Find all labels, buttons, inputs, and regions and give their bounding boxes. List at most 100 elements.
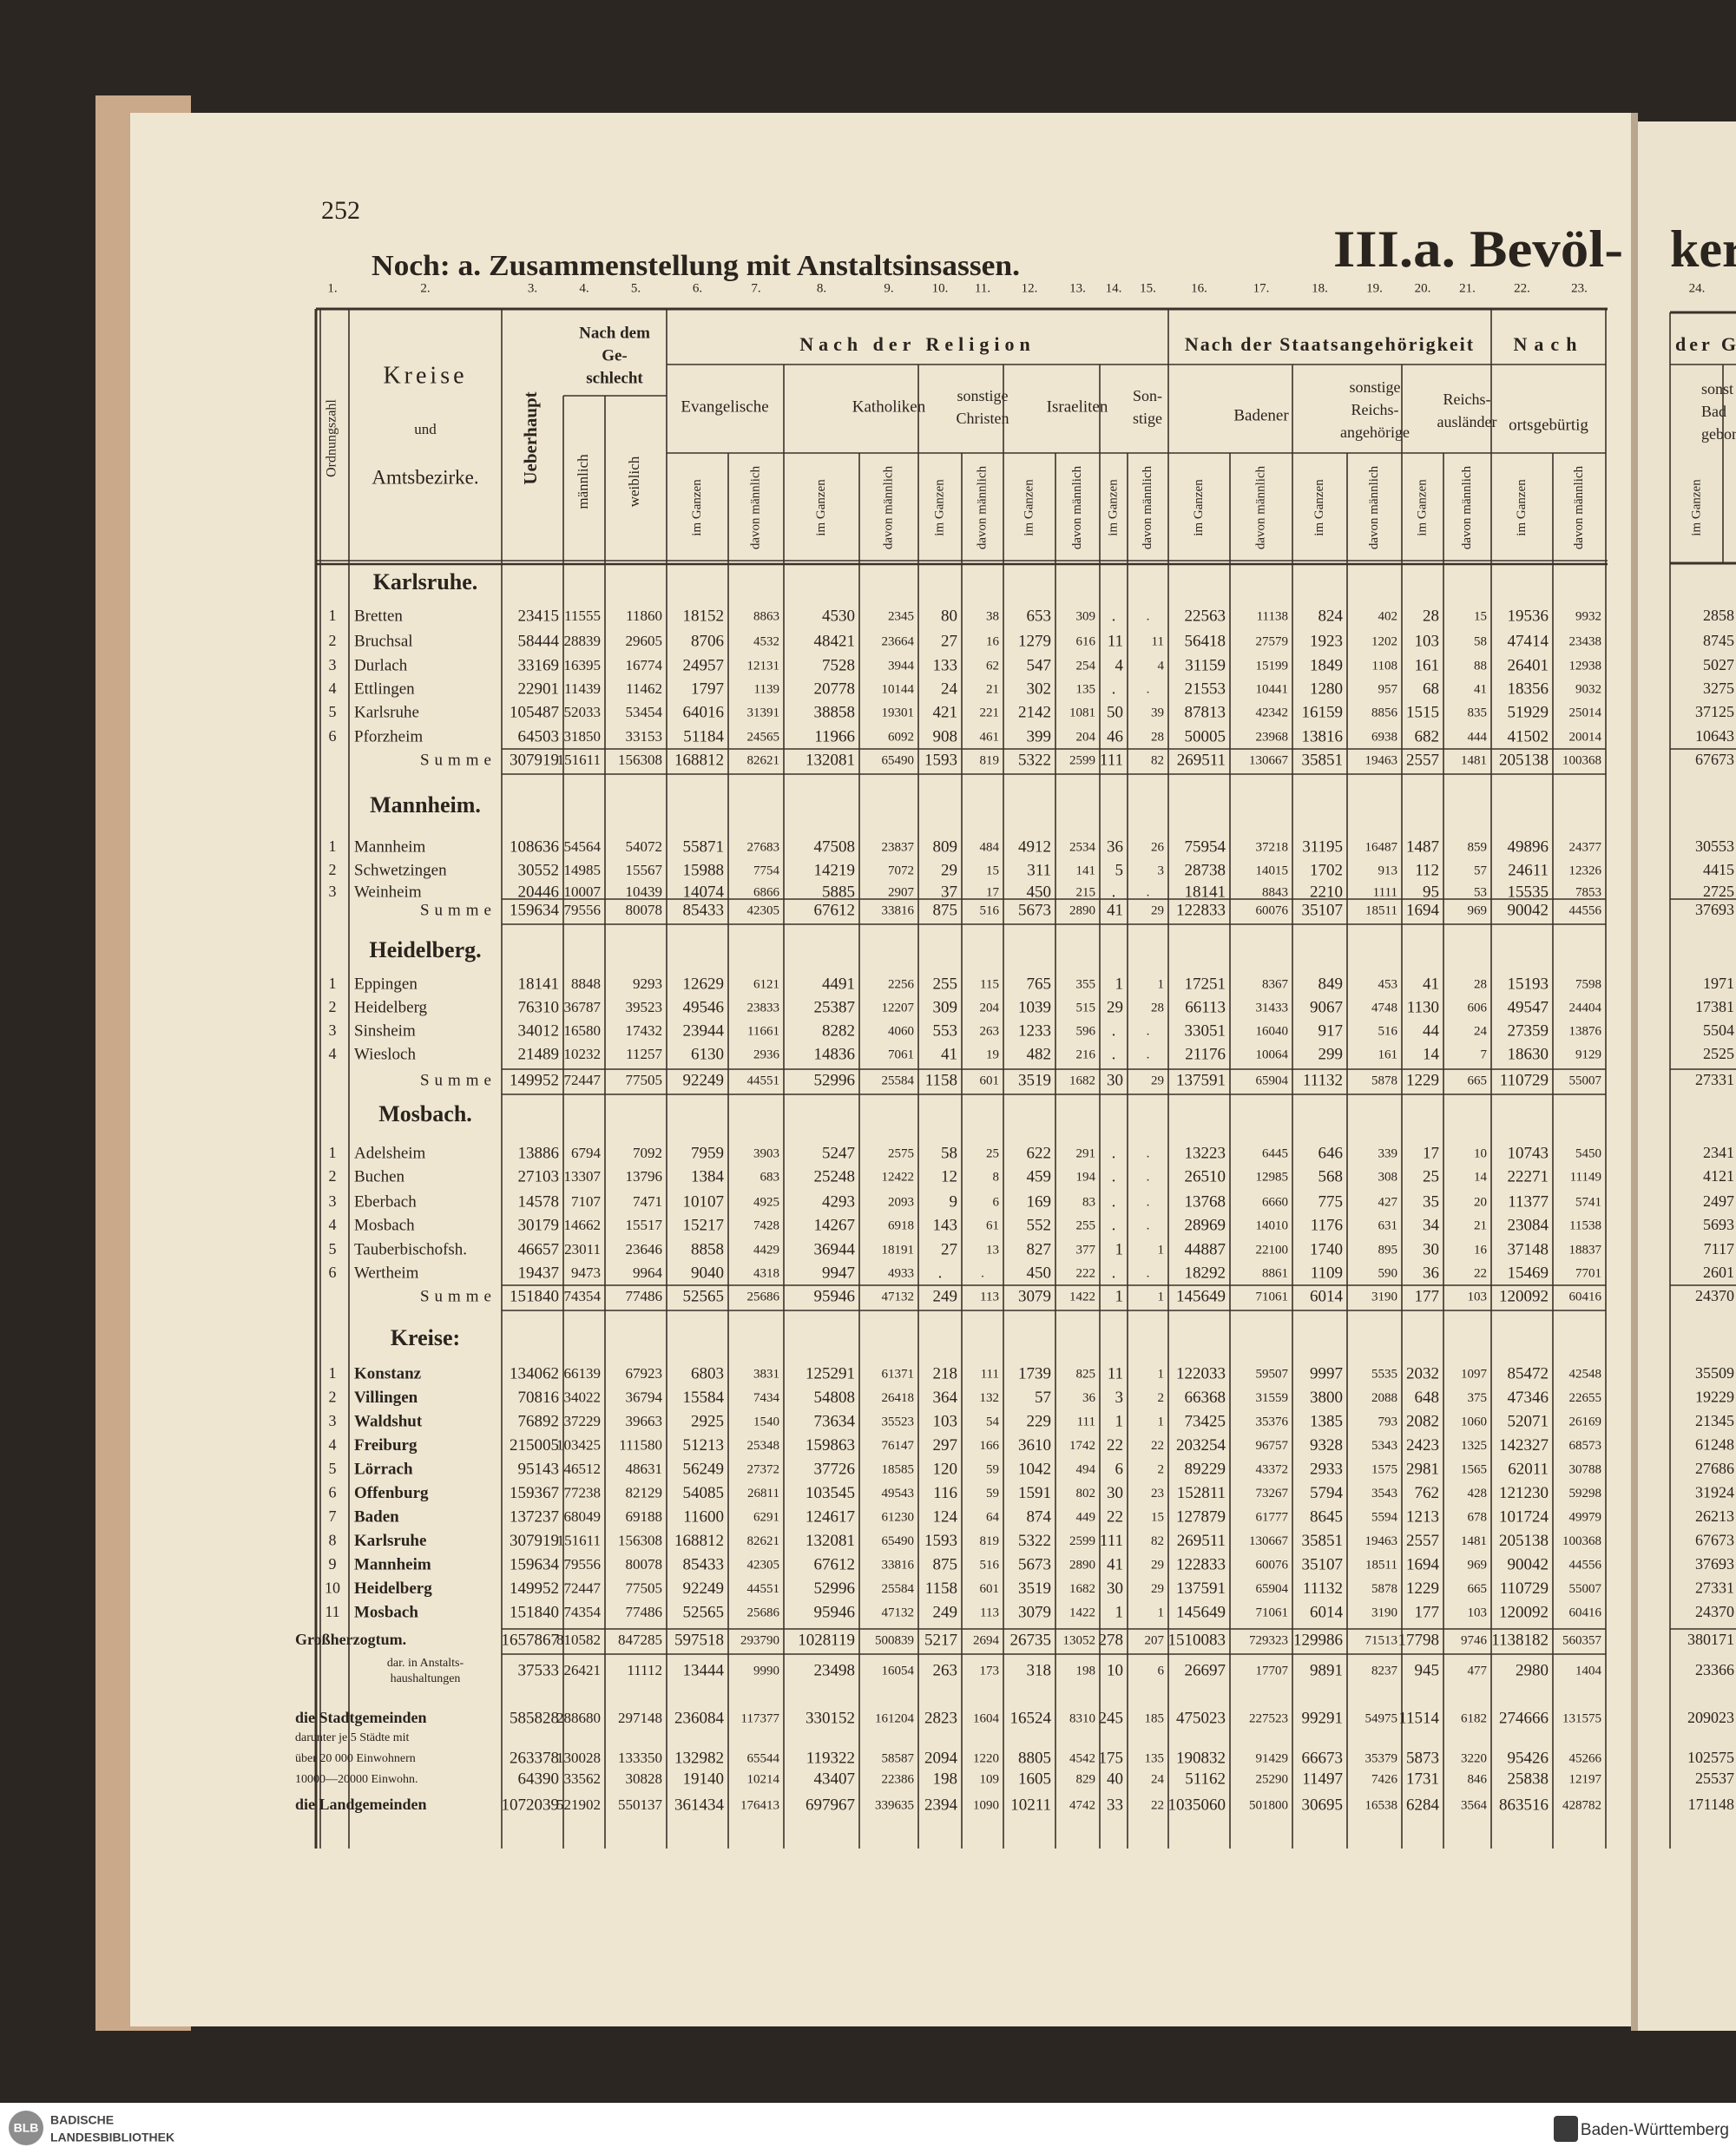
table-cell: 176413 (740, 1798, 779, 1812)
table-cell: 1742 (1069, 1439, 1095, 1453)
table-cell: 12207 (882, 1001, 915, 1015)
table-cell: 2557 (1406, 1532, 1439, 1550)
row-label: Mosbach (354, 1603, 418, 1621)
table-cell: 159634 (510, 901, 560, 919)
table-cell: 590 (1378, 1266, 1398, 1280)
table-cell: 129986 (1293, 1631, 1343, 1649)
row-label: Wertheim (354, 1264, 419, 1282)
table-cell: 25014 (1569, 706, 1602, 719)
row-label: Heidelberg (354, 1579, 432, 1598)
table-cell: 4 (1115, 656, 1124, 674)
table-cell: 44556 (1569, 1558, 1602, 1572)
table-cell: 7117 (1704, 1240, 1734, 1258)
column-number: 7. (751, 281, 760, 295)
table-cell: 874 (1027, 1507, 1052, 1526)
table-cell: 5673 (1018, 901, 1051, 919)
table-cell: 819 (980, 1534, 1000, 1548)
table-cell: 653 (1027, 607, 1052, 625)
table-cell: 3800 (1310, 1389, 1343, 1407)
table-cell: 2 (1158, 1462, 1165, 1476)
table-cell: . (1147, 1047, 1150, 1061)
table-cell: . (1112, 1144, 1116, 1162)
table-cell: 4542 (1069, 1751, 1095, 1765)
table-cell: 36 (1082, 1391, 1096, 1405)
table-cell: 54564 (564, 838, 602, 855)
row-number: 11 (325, 1603, 339, 1620)
table-cell: 917 (1318, 1021, 1344, 1040)
table-cell: 66113 (1185, 998, 1226, 1016)
table-cell: 21553 (1185, 680, 1226, 698)
table-cell: 1 (1158, 977, 1165, 991)
table-cell: 15517 (626, 1217, 663, 1233)
header-label: Christen (957, 410, 1009, 427)
table-cell: 308 (1378, 1170, 1398, 1184)
row-label: die Landgemeinden (295, 1796, 427, 1813)
table-cell: 9947 (822, 1264, 855, 1282)
table-cell: 35509 (1695, 1364, 1734, 1382)
table-cell: 8861 (1262, 1266, 1288, 1280)
table-cell: 30 (1107, 1484, 1123, 1502)
table-cell: 1739 (1018, 1364, 1051, 1382)
section-title: Karlsruhe. (373, 569, 478, 594)
table-cell: 30552 (518, 861, 560, 879)
row-number: 8 (329, 1532, 337, 1549)
table-cell: 31924 (1695, 1484, 1734, 1501)
row-label: Pforzheim (354, 727, 423, 745)
table-cell: 28 (1151, 730, 1164, 744)
table-cell: 9328 (1310, 1436, 1343, 1455)
table-cell: 53 (1474, 885, 1487, 899)
row-label: Großherzogtum. (295, 1631, 406, 1648)
table-cell: 171148 (1688, 1796, 1734, 1813)
table-cell: 35376 (1256, 1415, 1289, 1428)
table-cell: 2094 (924, 1749, 958, 1767)
table-cell: 50 (1107, 703, 1123, 721)
table-cell: 375 (1468, 1391, 1488, 1405)
table-cell: 26401 (1508, 656, 1549, 674)
table-cell: 2423 (1406, 1436, 1439, 1455)
table-cell: 27359 (1508, 1021, 1549, 1040)
table-cell: 7959 (691, 1144, 724, 1162)
row-label: Bretten (354, 607, 403, 625)
table-cell: 54072 (626, 838, 663, 855)
table-cell: 51213 (683, 1436, 725, 1455)
table-cell: 99291 (1302, 1709, 1344, 1727)
table-cell: 61777 (1256, 1510, 1289, 1524)
table-cell: 48421 (814, 632, 856, 650)
table-cell: 1481 (1461, 1534, 1487, 1548)
row-number: 3 (329, 1192, 337, 1210)
table-cell: 42305 (747, 903, 780, 917)
table-cell: 87813 (1185, 703, 1226, 721)
table-cell: 130028 (556, 1750, 601, 1766)
table-cell: 13 (986, 1243, 999, 1257)
table-cell: 152811 (1177, 1484, 1226, 1502)
table-cell: 875 (933, 1555, 958, 1573)
table-cell: 516 (1378, 1024, 1398, 1038)
table-cell: 1090 (973, 1798, 999, 1812)
table-cell: 5794 (1310, 1484, 1344, 1502)
table-cell: 35 (1423, 1192, 1439, 1211)
table-cell: 601 (980, 1582, 1000, 1596)
table-cell: 207 (1145, 1633, 1165, 1647)
table-cell: 43407 (814, 1770, 856, 1788)
table-cell: 6092 (888, 730, 914, 744)
header-label: ausländer (1437, 413, 1497, 430)
table-cell: 835 (1468, 706, 1488, 719)
table-cell: 77486 (626, 1604, 663, 1620)
table-cell: . (1147, 682, 1150, 696)
table-cell: 4415 (1703, 861, 1734, 878)
table-cell: 37125 (1695, 703, 1734, 720)
table-cell: 60416 (1569, 1606, 1602, 1619)
table-cell: 60416 (1569, 1290, 1602, 1304)
row-number: 2 (329, 861, 337, 878)
library-name: BADISCHE (50, 2113, 114, 2127)
table-cell: 56249 (683, 1460, 725, 1478)
table-cell: 10643 (1695, 727, 1734, 745)
table-cell: 21176 (1185, 1045, 1226, 1063)
header-label: Son- (1133, 387, 1162, 404)
table-cell: 105487 (510, 703, 559, 721)
header-label: Reichs- (1351, 401, 1399, 418)
row-number: 5 (329, 1460, 337, 1477)
column-number: 18. (1312, 281, 1328, 295)
table-cell: 18292 (1185, 1264, 1226, 1282)
table-cell: 132 (980, 1391, 1000, 1405)
